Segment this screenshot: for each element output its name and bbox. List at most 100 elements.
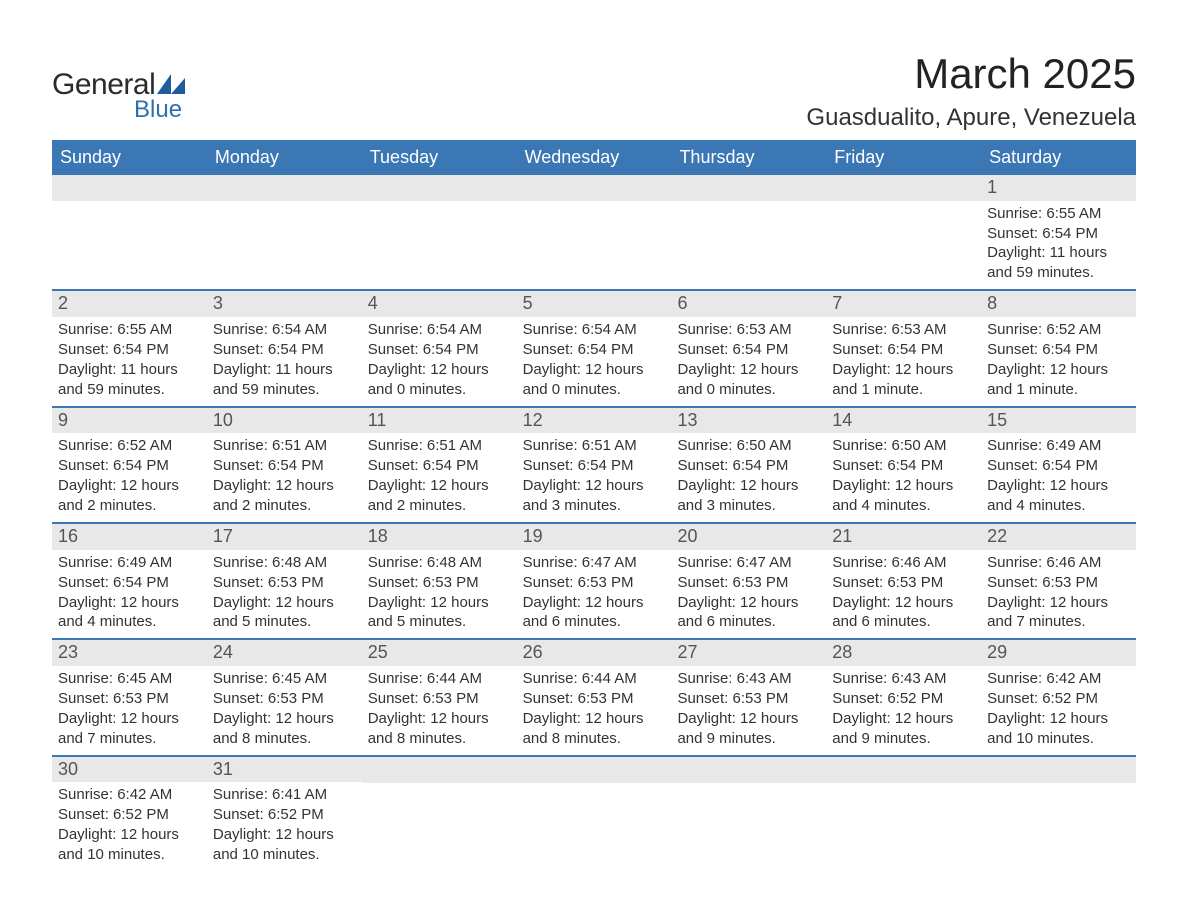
sunset-text: Sunset: 6:54 PM bbox=[213, 456, 356, 476]
day-body-empty bbox=[981, 783, 1136, 792]
day-cell: 23Sunrise: 6:45 AMSunset: 6:53 PMDayligh… bbox=[52, 640, 207, 754]
daylight-text: Daylight: 12 hours and 9 minutes. bbox=[832, 709, 975, 749]
day-number-empty bbox=[362, 175, 517, 201]
day-cell bbox=[52, 175, 207, 289]
day-number: 28 bbox=[826, 640, 981, 666]
day-cell: 2Sunrise: 6:55 AMSunset: 6:54 PMDaylight… bbox=[52, 291, 207, 405]
daylight-text: Daylight: 12 hours and 8 minutes. bbox=[213, 709, 356, 749]
sunrise-text: Sunrise: 6:55 AM bbox=[58, 320, 201, 340]
day-body: Sunrise: 6:47 AMSunset: 6:53 PMDaylight:… bbox=[671, 550, 826, 639]
daylight-text: Daylight: 12 hours and 7 minutes. bbox=[58, 709, 201, 749]
day-number: 19 bbox=[517, 524, 672, 550]
day-number: 10 bbox=[207, 408, 362, 434]
weekday-tuesday: Tuesday bbox=[362, 140, 517, 175]
sunrise-text: Sunrise: 6:54 AM bbox=[213, 320, 356, 340]
day-cell: 10Sunrise: 6:51 AMSunset: 6:54 PMDayligh… bbox=[207, 408, 362, 522]
sunrise-text: Sunrise: 6:46 AM bbox=[832, 553, 975, 573]
day-body-empty bbox=[517, 783, 672, 792]
sunrise-text: Sunrise: 6:45 AM bbox=[58, 669, 201, 689]
sunrise-text: Sunrise: 6:43 AM bbox=[832, 669, 975, 689]
sunset-text: Sunset: 6:53 PM bbox=[987, 573, 1130, 593]
sunrise-text: Sunrise: 6:51 AM bbox=[213, 436, 356, 456]
day-body: Sunrise: 6:47 AMSunset: 6:53 PMDaylight:… bbox=[517, 550, 672, 639]
weekday-monday: Monday bbox=[207, 140, 362, 175]
weekday-friday: Friday bbox=[826, 140, 981, 175]
calendar: Sunday Monday Tuesday Wednesday Thursday… bbox=[52, 140, 1136, 871]
day-cell bbox=[517, 757, 672, 871]
daylight-text: Daylight: 12 hours and 2 minutes. bbox=[58, 476, 201, 516]
day-body: Sunrise: 6:53 AMSunset: 6:54 PMDaylight:… bbox=[826, 317, 981, 406]
weekday-wednesday: Wednesday bbox=[517, 140, 672, 175]
day-cell bbox=[671, 757, 826, 871]
day-body: Sunrise: 6:43 AMSunset: 6:53 PMDaylight:… bbox=[671, 666, 826, 755]
week-row: 9Sunrise: 6:52 AMSunset: 6:54 PMDaylight… bbox=[52, 406, 1136, 522]
day-body-empty bbox=[362, 201, 517, 279]
sunrise-text: Sunrise: 6:44 AM bbox=[368, 669, 511, 689]
title-block: March 2025 Guasdualito, Apure, Venezuela bbox=[806, 50, 1136, 132]
day-body: Sunrise: 6:50 AMSunset: 6:54 PMDaylight:… bbox=[826, 433, 981, 522]
day-body: Sunrise: 6:51 AMSunset: 6:54 PMDaylight:… bbox=[517, 433, 672, 522]
sunrise-text: Sunrise: 6:42 AM bbox=[987, 669, 1130, 689]
day-number-empty bbox=[517, 175, 672, 201]
sunset-text: Sunset: 6:54 PM bbox=[523, 456, 666, 476]
day-number: 18 bbox=[362, 524, 517, 550]
sunset-text: Sunset: 6:54 PM bbox=[677, 456, 820, 476]
day-number: 25 bbox=[362, 640, 517, 666]
week-row: 23Sunrise: 6:45 AMSunset: 6:53 PMDayligh… bbox=[52, 638, 1136, 754]
sunrise-text: Sunrise: 6:45 AM bbox=[213, 669, 356, 689]
sunset-text: Sunset: 6:53 PM bbox=[523, 689, 666, 709]
day-number-empty bbox=[52, 175, 207, 201]
sunset-text: Sunset: 6:53 PM bbox=[832, 573, 975, 593]
daylight-text: Daylight: 12 hours and 6 minutes. bbox=[523, 593, 666, 633]
day-number-empty bbox=[671, 757, 826, 783]
sunset-text: Sunset: 6:54 PM bbox=[368, 340, 511, 360]
day-cell: 3Sunrise: 6:54 AMSunset: 6:54 PMDaylight… bbox=[207, 291, 362, 405]
day-cell: 24Sunrise: 6:45 AMSunset: 6:53 PMDayligh… bbox=[207, 640, 362, 754]
day-number-empty bbox=[207, 175, 362, 201]
day-body: Sunrise: 6:46 AMSunset: 6:53 PMDaylight:… bbox=[826, 550, 981, 639]
daylight-text: Daylight: 12 hours and 0 minutes. bbox=[677, 360, 820, 400]
day-number: 6 bbox=[671, 291, 826, 317]
day-cell: 18Sunrise: 6:48 AMSunset: 6:53 PMDayligh… bbox=[362, 524, 517, 638]
sunset-text: Sunset: 6:54 PM bbox=[523, 340, 666, 360]
day-number: 27 bbox=[671, 640, 826, 666]
day-number: 15 bbox=[981, 408, 1136, 434]
sunrise-text: Sunrise: 6:51 AM bbox=[523, 436, 666, 456]
day-cell: 15Sunrise: 6:49 AMSunset: 6:54 PMDayligh… bbox=[981, 408, 1136, 522]
week-row: 2Sunrise: 6:55 AMSunset: 6:54 PMDaylight… bbox=[52, 289, 1136, 405]
sunset-text: Sunset: 6:52 PM bbox=[987, 689, 1130, 709]
sunset-text: Sunset: 6:54 PM bbox=[58, 340, 201, 360]
week-row: 16Sunrise: 6:49 AMSunset: 6:54 PMDayligh… bbox=[52, 522, 1136, 638]
day-cell bbox=[362, 175, 517, 289]
day-number-empty bbox=[826, 175, 981, 201]
logo-text-blue: Blue bbox=[134, 96, 182, 124]
daylight-text: Daylight: 12 hours and 5 minutes. bbox=[213, 593, 356, 633]
day-cell: 21Sunrise: 6:46 AMSunset: 6:53 PMDayligh… bbox=[826, 524, 981, 638]
day-body: Sunrise: 6:45 AMSunset: 6:53 PMDaylight:… bbox=[52, 666, 207, 755]
sunset-text: Sunset: 6:54 PM bbox=[368, 456, 511, 476]
day-cell: 11Sunrise: 6:51 AMSunset: 6:54 PMDayligh… bbox=[362, 408, 517, 522]
day-number: 22 bbox=[981, 524, 1136, 550]
daylight-text: Daylight: 12 hours and 4 minutes. bbox=[58, 593, 201, 633]
daylight-text: Daylight: 12 hours and 2 minutes. bbox=[213, 476, 356, 516]
sunset-text: Sunset: 6:53 PM bbox=[677, 573, 820, 593]
sunrise-text: Sunrise: 6:44 AM bbox=[523, 669, 666, 689]
day-number: 9 bbox=[52, 408, 207, 434]
weekday-sunday: Sunday bbox=[52, 140, 207, 175]
sunset-text: Sunset: 6:52 PM bbox=[213, 805, 356, 825]
day-number: 26 bbox=[517, 640, 672, 666]
day-number: 5 bbox=[517, 291, 672, 317]
weekday-header-row: Sunday Monday Tuesday Wednesday Thursday… bbox=[52, 140, 1136, 175]
sunset-text: Sunset: 6:54 PM bbox=[832, 456, 975, 476]
day-cell: 27Sunrise: 6:43 AMSunset: 6:53 PMDayligh… bbox=[671, 640, 826, 754]
sunrise-text: Sunrise: 6:52 AM bbox=[58, 436, 201, 456]
day-cell bbox=[671, 175, 826, 289]
logo-mark-icon bbox=[157, 72, 185, 94]
sunrise-text: Sunrise: 6:48 AM bbox=[368, 553, 511, 573]
sunrise-text: Sunrise: 6:48 AM bbox=[213, 553, 356, 573]
day-body-empty bbox=[671, 783, 826, 792]
sunset-text: Sunset: 6:54 PM bbox=[987, 456, 1130, 476]
day-cell: 26Sunrise: 6:44 AMSunset: 6:53 PMDayligh… bbox=[517, 640, 672, 754]
day-body: Sunrise: 6:44 AMSunset: 6:53 PMDaylight:… bbox=[362, 666, 517, 755]
sunset-text: Sunset: 6:53 PM bbox=[368, 573, 511, 593]
